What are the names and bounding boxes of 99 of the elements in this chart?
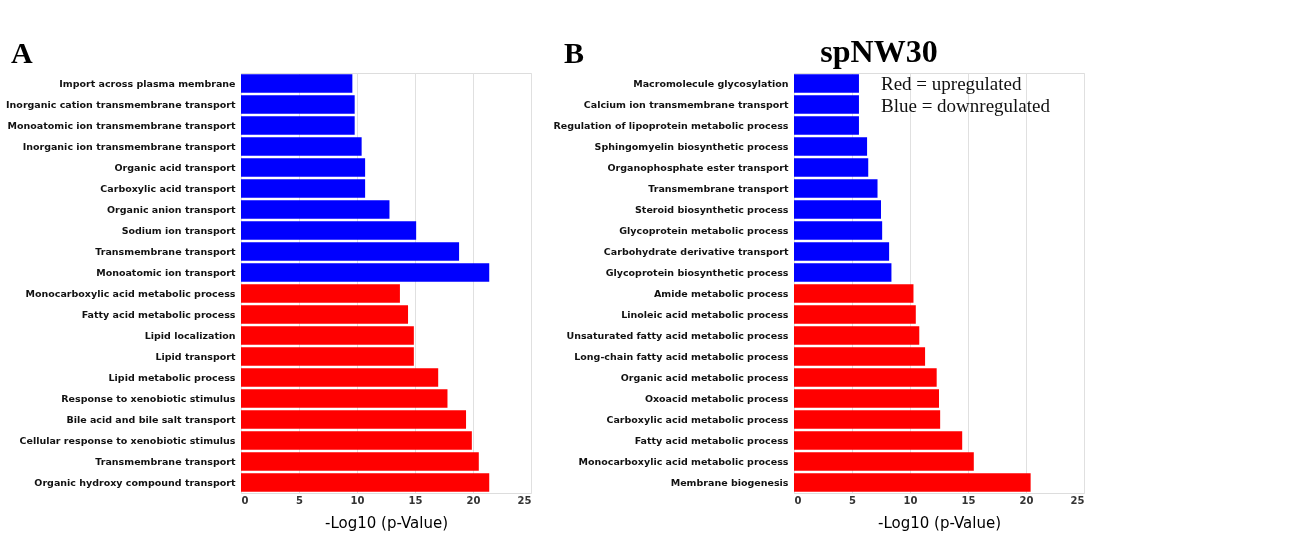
y-tick-label: Organic acid metabolic process	[620, 371, 789, 383]
bar	[794, 368, 937, 387]
bar	[241, 263, 490, 282]
bar	[794, 221, 883, 240]
x-axis-title: -Log10 (p-Value)	[324, 513, 449, 532]
x-tick-label: 15	[961, 494, 976, 506]
x-tick-label: 5	[849, 494, 857, 506]
chart-title: B	[564, 36, 585, 69]
y-tick-label: Import across plasma membrane	[59, 77, 236, 89]
chart-title: A	[11, 36, 33, 69]
bar	[794, 473, 1031, 492]
bar	[241, 368, 439, 387]
bar	[794, 284, 914, 303]
bar	[241, 221, 417, 240]
bar	[241, 158, 366, 177]
y-tick-label: Glycoprotein biosynthetic process	[605, 266, 789, 278]
x-tick-label: 25	[1070, 494, 1085, 506]
y-tick-label: Steroid biosynthetic process	[635, 203, 789, 215]
bar	[241, 431, 472, 450]
y-tick-label: Fatty acid metabolic process	[81, 308, 236, 320]
bar	[794, 242, 890, 261]
y-tick-label: Bile acid and bile salt transport	[66, 413, 236, 425]
bar	[241, 347, 414, 366]
bar	[241, 179, 366, 198]
bar	[241, 74, 353, 93]
chart-subtitle: spNW30	[820, 33, 938, 69]
y-tick-label: Monocarboxylic acid metabolic process	[578, 455, 789, 467]
bar	[794, 116, 859, 135]
bar	[794, 389, 939, 408]
y-tick-label: Organophosphate ester transport	[607, 161, 789, 173]
bar	[794, 347, 926, 366]
bar	[794, 263, 892, 282]
y-tick-label: Carboxylic acid transport	[100, 182, 236, 194]
bar	[794, 200, 881, 219]
bar	[241, 95, 355, 114]
y-tick-label: Carboxylic acid metabolic process	[606, 413, 789, 425]
y-tick-label: Fatty acid metabolic process	[634, 434, 789, 446]
x-tick-label: 20	[1019, 494, 1034, 506]
bar	[241, 200, 390, 219]
y-tick-label: Organic hydroxy compound transport	[34, 476, 236, 488]
bar	[794, 431, 963, 450]
x-tick-label: 5	[296, 494, 304, 506]
x-tick-label: 10	[350, 494, 365, 506]
y-tick-label: Transmembrane transport	[95, 455, 236, 467]
x-tick-label: 0	[241, 494, 249, 506]
annotation: Blue = downregulated	[881, 95, 1051, 116]
y-tick-label: Long-chain fatty acid metabolic process	[574, 350, 789, 362]
x-tick-label: 15	[408, 494, 423, 506]
bar	[794, 137, 868, 156]
y-tick-label: Macromolecule glycosylation	[633, 77, 789, 89]
bar	[794, 305, 916, 324]
bar	[241, 410, 467, 429]
bar	[794, 452, 974, 471]
y-tick-label: Lipid transport	[155, 350, 236, 362]
y-tick-label: Monocarboxylic acid metabolic process	[25, 287, 236, 299]
y-tick-label: Inorganic cation transmembrane transport	[6, 98, 236, 110]
y-tick-label: Lipid localization	[144, 329, 236, 341]
x-tick-label: 0	[794, 494, 802, 506]
bar	[794, 158, 869, 177]
bar	[241, 326, 414, 345]
y-tick-label: Amide metabolic process	[653, 287, 789, 299]
y-tick-label: Carbohydrate derivative transport	[603, 245, 789, 257]
bar	[241, 116, 355, 135]
x-tick-label: 10	[903, 494, 918, 506]
y-tick-label: Organic acid transport	[114, 161, 236, 173]
bar	[794, 179, 878, 198]
bar	[794, 410, 941, 429]
bar	[794, 95, 859, 114]
y-tick-label: Regulation of lipoprotein metabolic process	[553, 119, 789, 131]
bar	[241, 137, 362, 156]
bar	[241, 389, 448, 408]
y-tick-label: Lipid metabolic process	[108, 371, 236, 383]
y-tick-label: Unsaturated fatty acid metabolic process	[566, 329, 789, 341]
bar	[241, 242, 460, 261]
bar	[241, 452, 479, 471]
bar	[794, 74, 859, 93]
y-tick-label: Monoatomic ion transmembrane transport	[7, 119, 236, 131]
y-tick-label: Sodium ion transport	[121, 224, 236, 236]
y-tick-label: Linoleic acid metabolic process	[621, 308, 789, 320]
y-tick-label: Glycoprotein metabolic process	[619, 224, 789, 236]
bar	[241, 305, 409, 324]
y-tick-label: Organic anion transport	[106, 203, 236, 215]
bar	[241, 284, 400, 303]
x-axis-title: -Log10 (p-Value)	[877, 513, 1002, 532]
y-tick-label: Oxoacid metabolic process	[644, 392, 789, 404]
bar	[794, 326, 920, 345]
y-tick-label: Cellular response to xenobiotic stimulus	[19, 434, 236, 446]
x-tick-label: 25	[517, 494, 532, 506]
y-tick-label: Inorganic ion transmembrane transport	[22, 140, 236, 152]
annotation: Red = upregulated	[881, 73, 1023, 94]
y-tick-label: Transmembrane transport	[648, 182, 789, 194]
y-tick-label: Membrane biogenesis	[670, 476, 789, 488]
y-tick-label: Monoatomic ion transport	[96, 266, 236, 278]
y-tick-label: Response to xenobiotic stimulus	[61, 392, 236, 404]
x-tick-label: 20	[466, 494, 481, 506]
y-tick-label: Sphingomyelin biosynthetic process	[594, 140, 789, 152]
bar	[241, 473, 490, 492]
y-tick-label: Calcium ion transmembrane transport	[583, 98, 789, 110]
y-tick-label: Transmembrane transport	[95, 245, 236, 257]
